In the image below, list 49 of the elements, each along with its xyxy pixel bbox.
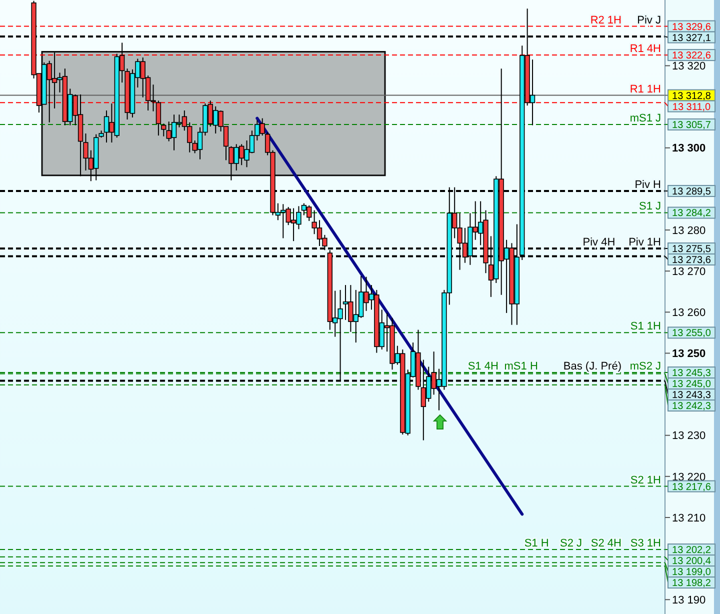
ref-line-label: R2 1H [590, 14, 622, 26]
ref-line-label: R1 1H [630, 83, 662, 96]
y-tick-label: 13 270 [672, 266, 706, 278]
ref-line-label: S2 J [560, 538, 582, 550]
y-tick-label: 13 190 [672, 594, 706, 606]
text: 13 327,1 [672, 32, 712, 44]
text: 13 322,6 [672, 50, 712, 62]
text: 13 329,6 [672, 22, 712, 33]
ref-line-label: S1 J [638, 200, 661, 213]
ref-line-label: S2 1H [630, 474, 662, 486]
ref-line-label: Bas (J. Pré) [563, 360, 622, 373]
ref-line-label: mS2 J [630, 360, 661, 373]
text: 13 202,2 [672, 545, 712, 556]
text: 13 255,0 [672, 328, 712, 340]
text: 13 200,4 [672, 556, 712, 568]
text: 13 242,3 [672, 401, 712, 412]
text: 13 217,6 [672, 482, 712, 493]
ref-line-label: Piv 4H [582, 236, 616, 248]
ref-line-label: R1 4H [630, 43, 662, 56]
y-tick-label: 13 250 [672, 348, 706, 360]
ref-line-label: S2 4H [590, 538, 622, 550]
y-tick-label: 13 300 [672, 142, 706, 155]
ref-line-label: S1 1H [630, 320, 662, 333]
ref-line-label: S1 H [524, 538, 549, 550]
text: 13 284,2 [672, 208, 712, 220]
y-tick-label: 13 210 [672, 512, 706, 524]
y-tick-label: 13 280 [672, 224, 706, 237]
text: 13 243,3 [672, 390, 712, 402]
ref-line-label: S1 4H [468, 360, 498, 373]
text: 13 245,0 [672, 379, 712, 390]
y-tick-label: 13 260 [672, 306, 706, 319]
text: 13 305,7 [672, 120, 712, 131]
y-tick-label: 13 220 [672, 471, 706, 484]
ref-line-label: Piv H [634, 178, 662, 191]
y-tick-label: 13 320 [672, 60, 706, 73]
text: 13 312,8 [672, 90, 712, 102]
text: 13 311,0 [672, 102, 712, 113]
y-tick-label: 13 230 [672, 430, 706, 442]
ref-line-label: Piv 1H [628, 236, 662, 248]
ref-line-label: S3 1H [630, 538, 662, 550]
text: 13 275,5 [672, 244, 712, 255]
ref-line-label: Piv J [637, 14, 661, 26]
ref-line-label: mS1 J [630, 112, 661, 124]
text: 13 289,5 [672, 186, 712, 198]
text: 13 199,0 [672, 567, 712, 578]
text: 13 198,2 [672, 578, 712, 590]
ref-line-label: mS1 H [504, 360, 538, 373]
text: 13 245,3 [672, 368, 712, 380]
text: 13 273,6 [672, 254, 712, 266]
